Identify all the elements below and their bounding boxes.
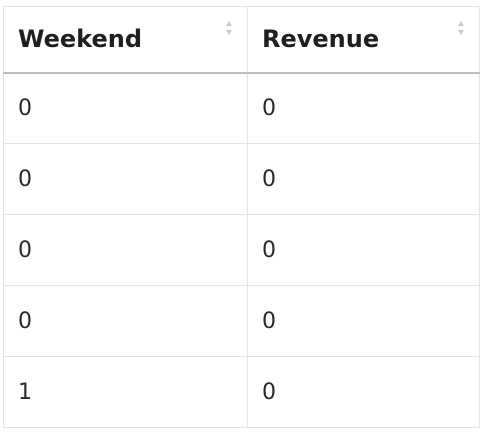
column-header-weekend[interactable]: Weekend (3, 6, 248, 74)
sort-arrows-icon[interactable] (225, 20, 233, 36)
table-cell-weekend: 0 (3, 285, 248, 357)
table-cell-revenue: 0 (247, 72, 480, 144)
table-cell-weekend: 0 (3, 143, 248, 215)
data-table: Weekend Revenue (3, 6, 480, 428)
table-cell-weekend: 1 (3, 356, 248, 428)
table-cell-revenue: 0 (247, 214, 480, 286)
table-cell-revenue: 0 (247, 356, 480, 428)
table-cell-revenue: 0 (247, 285, 480, 357)
table-row: 0 0 (3, 285, 480, 357)
column-header-revenue[interactable]: Revenue (247, 6, 480, 74)
table-cell-weekend: 0 (3, 214, 248, 286)
sort-arrows-icon[interactable] (457, 20, 465, 36)
table-header: Weekend Revenue (3, 6, 480, 74)
table-body: 0 0 0 0 0 0 0 0 1 0 (3, 72, 480, 428)
table-row: 1 0 (3, 356, 480, 428)
table-row: 0 0 (3, 72, 480, 144)
column-header-label: Revenue (262, 25, 380, 54)
table-cell-weekend: 0 (3, 72, 248, 144)
table-cell-revenue: 0 (247, 143, 480, 215)
table-row: 0 0 (3, 143, 480, 215)
column-header-label: Weekend (18, 25, 143, 54)
header-row: Weekend Revenue (3, 6, 480, 74)
table-row: 0 0 (3, 214, 480, 286)
